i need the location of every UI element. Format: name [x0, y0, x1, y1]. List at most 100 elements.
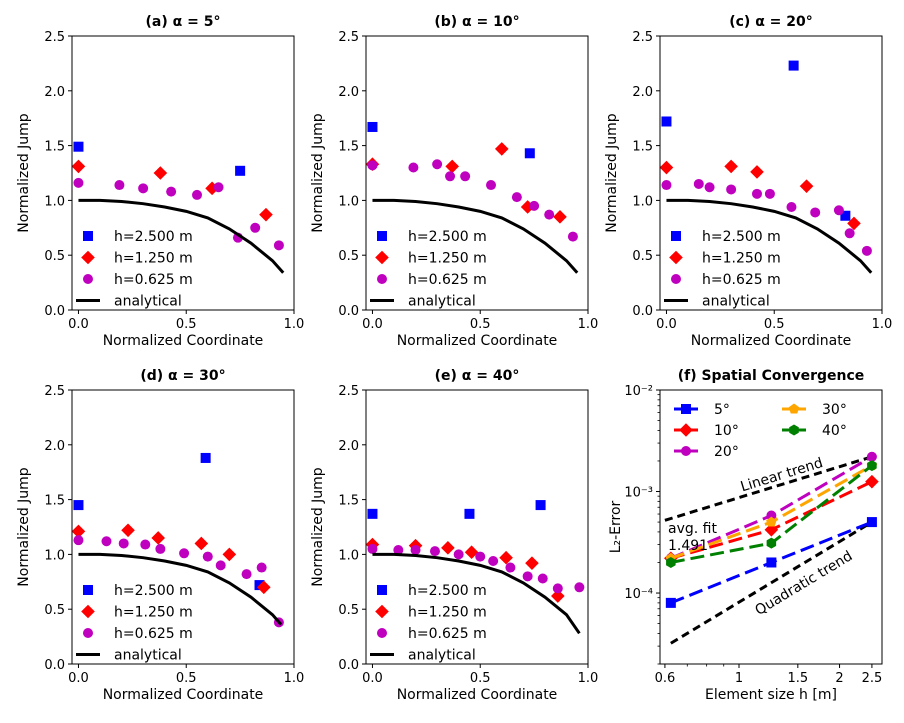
avg-fit-label: avg. fit [668, 521, 717, 537]
y-tick-label: 2.5 [338, 30, 359, 45]
data-point [256, 562, 267, 573]
x-tick-label: 1.5 [787, 671, 808, 686]
legend-label: h=0.625 m [114, 626, 193, 642]
data-point [766, 537, 777, 549]
legend-marker [377, 628, 387, 638]
legend-marker [671, 274, 681, 284]
y-tick-label: 2.5 [632, 30, 653, 45]
legend-label: h=1.250 m [408, 605, 487, 621]
data-point [432, 159, 443, 170]
x-axis-label: Element size h [m] [705, 687, 837, 703]
x-tick-label: 0.5 [176, 317, 197, 332]
x-tick-label: 1.0 [578, 671, 599, 686]
data-point [724, 159, 738, 174]
data-point [205, 181, 219, 196]
x-axis-label: Normalized Coordinate [397, 687, 558, 703]
data-point [505, 562, 516, 573]
analytical-line [372, 198, 579, 274]
y-axis-label: Normalized Jump [310, 467, 326, 586]
y-axis-label: Normalized Jump [16, 113, 32, 232]
legend-marker [83, 274, 93, 284]
data-point [445, 171, 456, 182]
data-point [273, 240, 284, 251]
legend-label: h=0.625 m [114, 272, 193, 288]
analytical-line [78, 552, 283, 626]
data-point [544, 209, 555, 220]
legend-label: h=2.500 m [408, 583, 487, 599]
data-point [574, 582, 585, 593]
data-point [486, 180, 497, 191]
data-point [553, 210, 567, 224]
data-point [751, 188, 762, 199]
data-point [661, 180, 672, 191]
data-point [799, 179, 814, 193]
y-tick-label: 1.5 [338, 140, 359, 155]
y-tick-label: 1.5 [44, 494, 65, 509]
x-tick-label: 0.0 [362, 317, 383, 332]
data-point [464, 508, 475, 519]
y-tick-label: 2.0 [338, 439, 359, 454]
data-point [726, 184, 737, 195]
data-point [866, 451, 877, 462]
data-point [810, 207, 821, 218]
plot-area [71, 452, 284, 628]
data-point [140, 539, 151, 550]
y-tick-label: 10⁻² [624, 384, 653, 399]
data-point [367, 121, 378, 132]
axes-frame [71, 35, 295, 311]
plot-area [365, 500, 585, 635]
x-tick-label: 1.0 [872, 317, 893, 332]
x-tick-label: 2.5 [862, 671, 883, 686]
data-point [524, 148, 535, 159]
data-point [222, 547, 237, 562]
data-point [367, 160, 378, 171]
data-point [118, 538, 129, 549]
y-axis-label: Normalized Jump [16, 467, 32, 586]
chart-title: (f) Spatial Convergence [678, 368, 865, 384]
data-point [567, 231, 578, 242]
data-point [121, 523, 135, 538]
plot-area [659, 60, 873, 274]
axes-frame [659, 389, 883, 665]
y-tick-label: 0.5 [632, 249, 653, 264]
data-point [499, 550, 513, 565]
data-point [525, 556, 539, 570]
chart-title: (d) α = 30° [140, 368, 225, 384]
data-point [847, 216, 861, 231]
y-tick-label: 0.5 [44, 249, 65, 264]
x-tick-label: 0.0 [656, 317, 677, 332]
data-point [460, 171, 471, 182]
y-tick-label: 0.0 [338, 658, 359, 673]
plot-area [71, 141, 285, 274]
y-tick-label: 0.0 [44, 304, 65, 319]
data-point [844, 228, 855, 239]
y-tick-label: 0.5 [44, 603, 65, 618]
data-point [840, 210, 851, 221]
data-point [537, 573, 548, 584]
x-axis-label: Normalized Coordinate [691, 333, 852, 349]
x-axis-label: Normalized Coordinate [103, 687, 264, 703]
legend-label: analytical [114, 648, 182, 664]
data-point [661, 116, 672, 127]
data-point [367, 543, 378, 554]
y-tick-label: 1.5 [44, 140, 65, 155]
legend-marker [788, 403, 800, 414]
x-tick-label: 0.5 [470, 317, 491, 332]
data-point [866, 517, 877, 528]
legend-label: analytical [702, 294, 770, 310]
data-point [464, 545, 479, 560]
data-point [551, 589, 565, 603]
chart-title: (e) α = 40° [435, 368, 520, 384]
chart-panel-1: (a) α = 5° 0.0 0.5 1.0 0.0 0.5 1.0 1.5 2.0 2.5 Nor… [16, 14, 304, 349]
data-point [151, 531, 166, 545]
data-point [408, 162, 419, 173]
data-point [833, 205, 844, 216]
legend-label: 20° [714, 444, 739, 460]
data-point [511, 192, 522, 203]
data-point [861, 245, 872, 256]
legend-marker [377, 585, 387, 595]
y-tick-label: 10⁻⁴ [624, 587, 653, 602]
legend-marker [679, 423, 693, 437]
y-tick-label: 2.5 [44, 30, 65, 45]
axes-frame [71, 389, 295, 665]
